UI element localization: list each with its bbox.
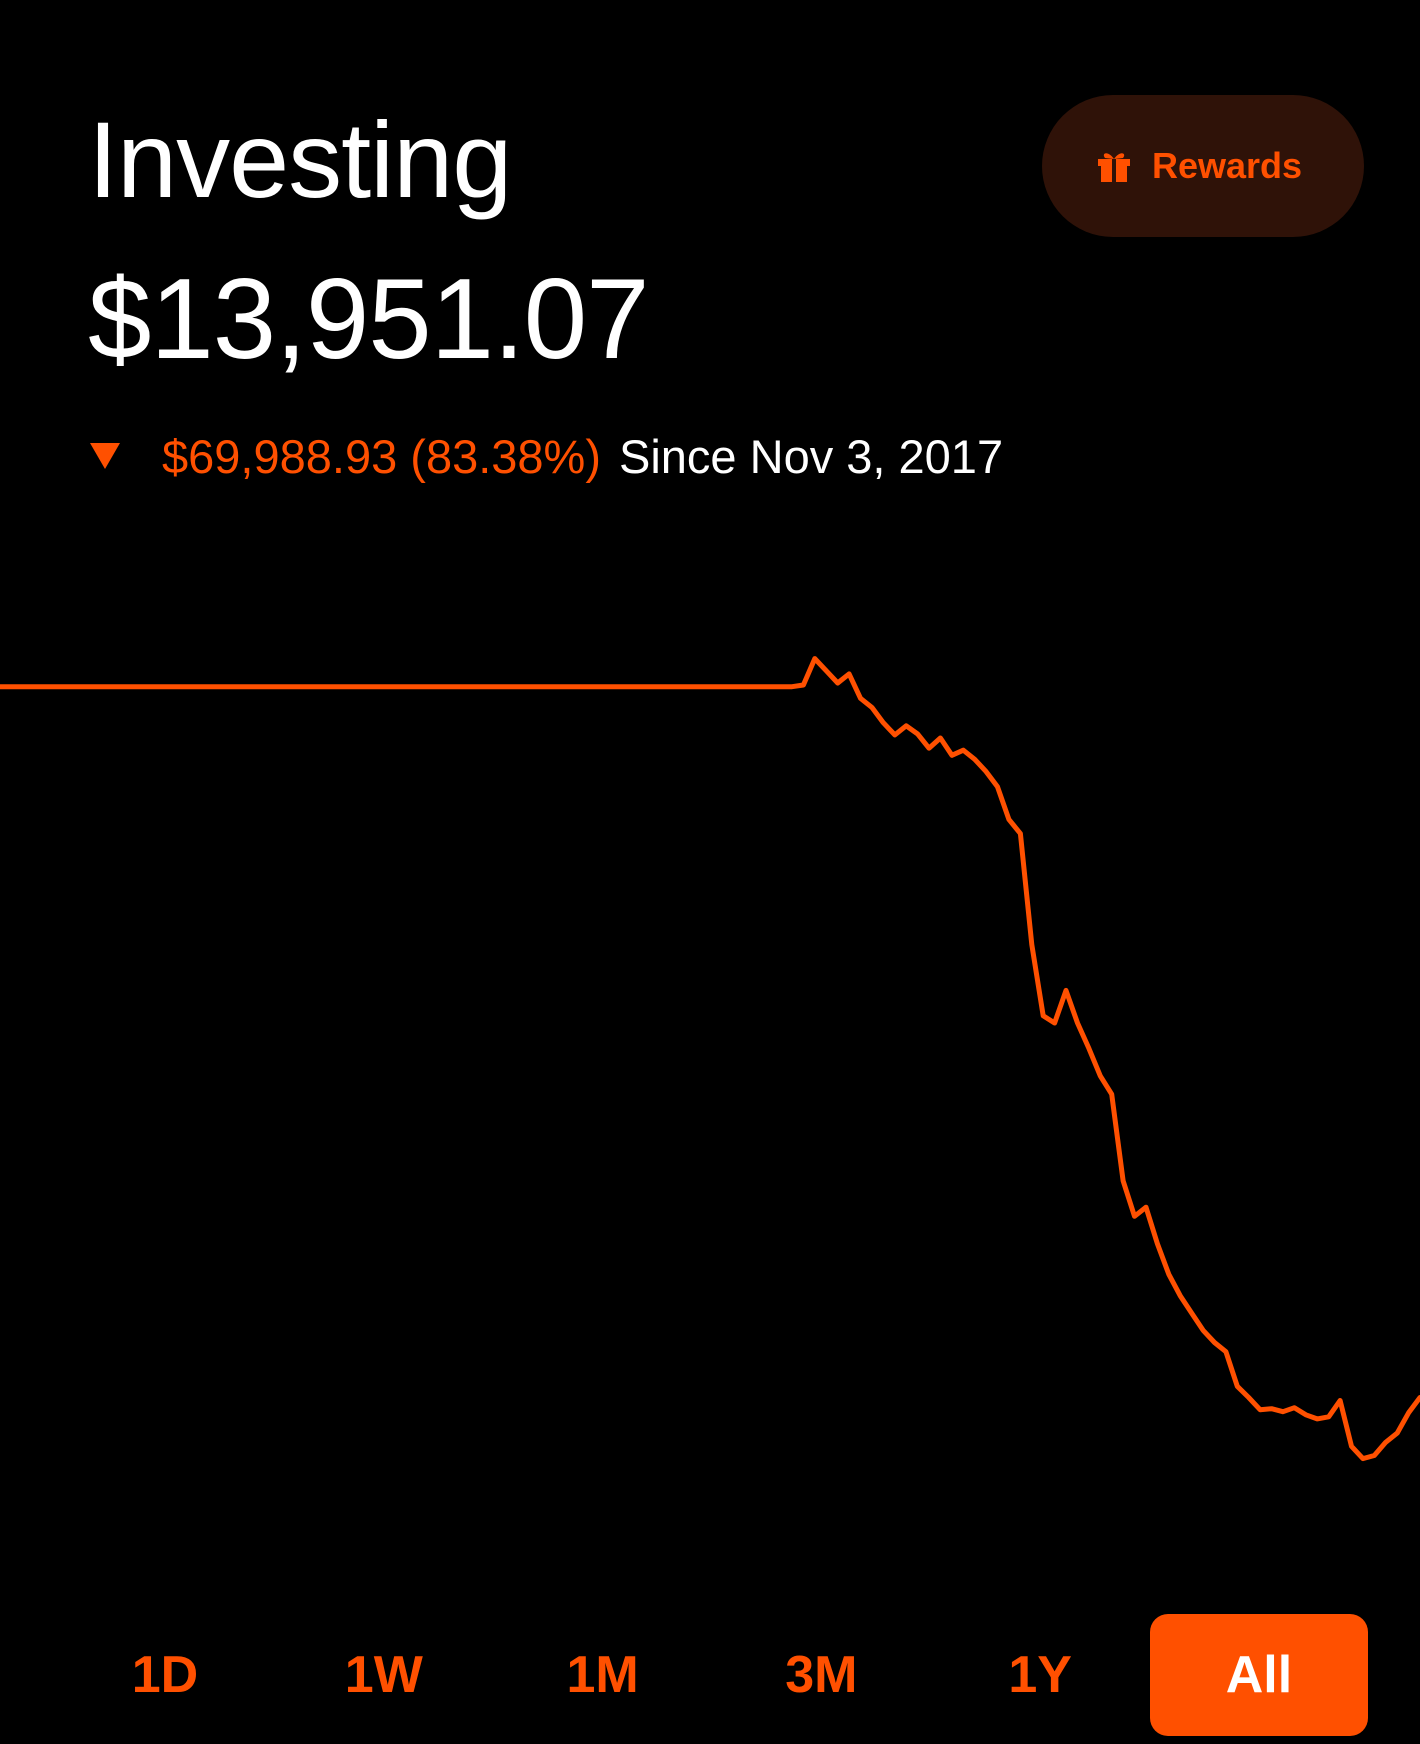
range-tab-1m[interactable]: 1M	[566, 1646, 639, 1704]
gift-icon	[1097, 153, 1130, 182]
change-amount: $69,988.93 (83.38%)	[162, 429, 601, 483]
range-tab-all[interactable]: All	[1149, 1614, 1368, 1736]
time-range-selector: 1D 1W 1M 3M 1Y All	[56, 1614, 1368, 1744]
portfolio-balance: $13,951.07	[88, 256, 650, 383]
portfolio-value-line	[0, 656, 1420, 1462]
range-tab-1w[interactable]: 1W	[344, 1646, 423, 1704]
range-tab-1y[interactable]: 1Y	[1008, 1646, 1072, 1704]
portfolio-chart[interactable]	[0, 600, 1420, 1580]
range-tab-3m[interactable]: 3M	[785, 1646, 858, 1704]
portfolio-change: $69,988.93 (83.38%) Since Nov 3, 2017	[90, 428, 1003, 484]
change-since-date: Since Nov 3, 2017	[619, 429, 1004, 483]
rewards-label: Rewards	[1151, 145, 1303, 186]
range-tab-1d[interactable]: 1D	[131, 1646, 199, 1704]
rewards-button[interactable]: Rewards	[1042, 95, 1364, 237]
down-triangle-icon	[90, 443, 120, 469]
page-title: Investing	[88, 99, 512, 220]
